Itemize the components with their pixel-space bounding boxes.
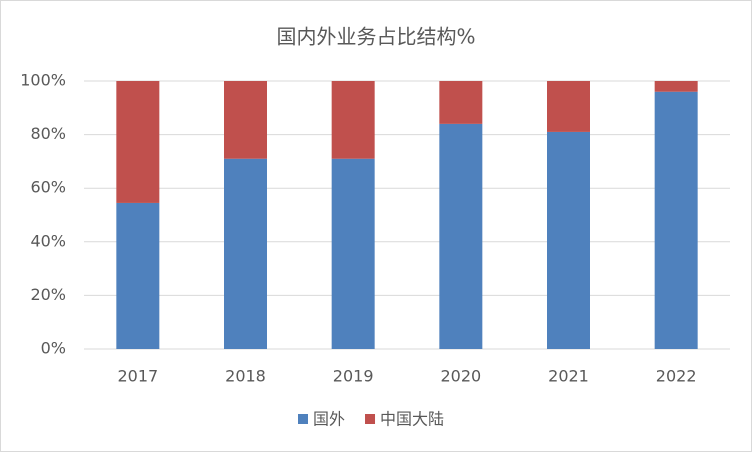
chart-title: 国内外业务占比结构% xyxy=(276,25,475,49)
bar-segment xyxy=(654,91,698,349)
x-tick-label: 2017 xyxy=(117,367,158,386)
bar-segment xyxy=(547,81,590,132)
y-tick-label: 40% xyxy=(30,231,66,250)
bar-segment xyxy=(116,81,160,203)
x-tick-label: 2021 xyxy=(548,367,589,386)
bar-segment xyxy=(116,202,160,349)
bar-segment xyxy=(439,123,483,349)
bar-segment xyxy=(224,158,267,349)
bar-segment xyxy=(439,81,483,124)
y-tick-label: 0% xyxy=(41,339,66,358)
legend-swatch xyxy=(298,414,308,424)
y-tick-label: 60% xyxy=(30,178,66,197)
legend-swatch xyxy=(365,414,376,424)
legend-label: 国外 xyxy=(313,410,345,429)
bar-segment xyxy=(331,158,375,349)
bar-segment xyxy=(224,81,267,159)
x-tick-label: 2022 xyxy=(656,367,697,386)
bar-segment xyxy=(547,131,590,349)
x-tick-label: 2020 xyxy=(440,367,481,386)
y-tick-label: 100% xyxy=(20,71,66,90)
x-tick-label: 2019 xyxy=(333,367,374,386)
legend-label: 中国大陆 xyxy=(380,410,444,429)
bar-segment xyxy=(654,81,698,92)
x-tick-label: 2018 xyxy=(225,367,266,386)
y-tick-label: 80% xyxy=(30,124,66,143)
y-tick-label: 20% xyxy=(30,285,66,304)
bar-segment xyxy=(331,81,375,159)
